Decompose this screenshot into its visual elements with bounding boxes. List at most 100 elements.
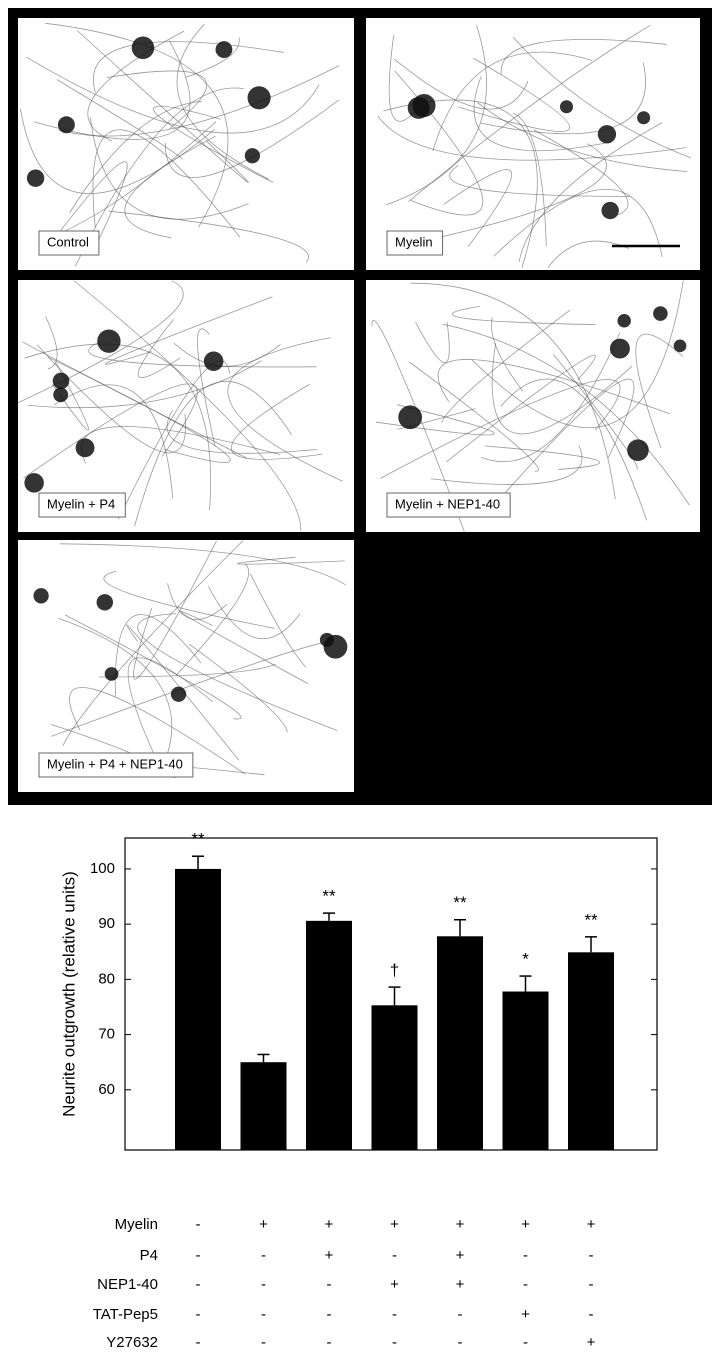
neurite [394,70,484,216]
neurite [27,360,262,409]
condition-sign: - [327,1334,332,1351]
condition-sign: + [325,1247,334,1264]
condition-sign: - [261,1306,266,1323]
significance-label: ** [322,887,336,906]
neurite [126,624,240,761]
condition-sign: - [523,1276,528,1293]
neurite [449,165,630,197]
neurite [167,583,228,620]
neurite [180,611,308,684]
y-axis-label: Neurite outgrowth (relative units) [59,871,78,1117]
y-tick-label: 60 [98,1081,115,1098]
neurite [409,361,539,472]
neurite [74,87,244,267]
condition-name: TAT-Pep5 [93,1306,158,1323]
condition-sign: - [458,1306,463,1323]
cell-body [597,125,617,144]
neurite [432,51,593,152]
neurite [189,643,288,733]
panel-label-box [386,492,511,518]
neurite [51,641,329,737]
neurite [394,58,529,110]
neurite [410,282,616,499]
neurite [442,323,690,506]
neurite [533,129,629,216]
neurite [137,613,338,731]
condition-sign: - [458,1334,463,1351]
condition-name: Myelin [115,1216,158,1233]
neurite [92,129,241,238]
cell-body [653,306,668,321]
bar [437,936,483,1150]
neurite [69,100,202,213]
neurite [451,306,596,325]
condition-sign: + [259,1216,268,1233]
neurite [477,102,688,172]
neurite [176,563,250,676]
neurite [500,378,648,521]
neurite [512,36,692,159]
neurite [375,404,495,436]
significance-label: * [522,950,529,969]
panel-label: Myelin + P4 + NEP1-40 [47,756,183,771]
neurite [164,99,340,178]
neurite [491,342,633,435]
neurite [36,344,186,454]
neurite [133,540,217,680]
condition-sign: - [261,1276,266,1293]
micrograph-panels: Control Myelin Myelin + P4 Myelin + NEP1-40… [17,18,700,792]
cell-body [52,372,70,390]
neurite [553,354,638,470]
condition-sign: + [390,1276,399,1293]
neurite [458,57,570,132]
neurite [635,333,684,448]
neurite [22,341,248,459]
cell-body [398,405,422,430]
cell-body [57,116,75,134]
neurite [484,445,600,470]
condition-sign: - [196,1306,201,1323]
neurite [377,115,687,161]
neurite [24,343,211,511]
bar [371,1005,418,1150]
cell-body [247,86,271,110]
neurite [44,161,128,252]
condition-sign: - [523,1334,528,1351]
condition-sign: - [196,1247,201,1264]
neurite [415,321,450,363]
panel-label-box [38,492,126,518]
condition-name: P4 [140,1247,158,1264]
neurite [480,62,646,135]
condition-sign: - [589,1247,594,1264]
neurite [106,70,207,130]
neurite [118,360,231,520]
neurite [230,384,323,460]
neurite [249,573,307,668]
cell-body [24,473,44,493]
condition-sign: - [327,1306,332,1323]
neurite [500,38,667,75]
cell-body [96,594,114,611]
condition-sign: + [390,1216,399,1233]
significance-label: ** [453,893,467,912]
cell-body [617,314,631,328]
neurite [207,585,301,640]
panel-label-box [38,752,194,778]
neurite [227,337,343,482]
neurite [51,362,89,431]
significance-label: ** [584,910,598,929]
condition-sign: - [261,1334,266,1351]
condition-sign: - [261,1247,266,1264]
condition-sign: + [325,1216,334,1233]
neurite [430,444,583,485]
neurite [88,341,317,368]
condition-sign: + [456,1247,465,1264]
condition-sign: - [589,1276,594,1293]
neurite [137,319,181,378]
neurite [124,135,216,239]
bar [568,952,614,1150]
neurite [371,320,465,532]
cell-body [203,351,224,372]
neurite [153,105,274,183]
